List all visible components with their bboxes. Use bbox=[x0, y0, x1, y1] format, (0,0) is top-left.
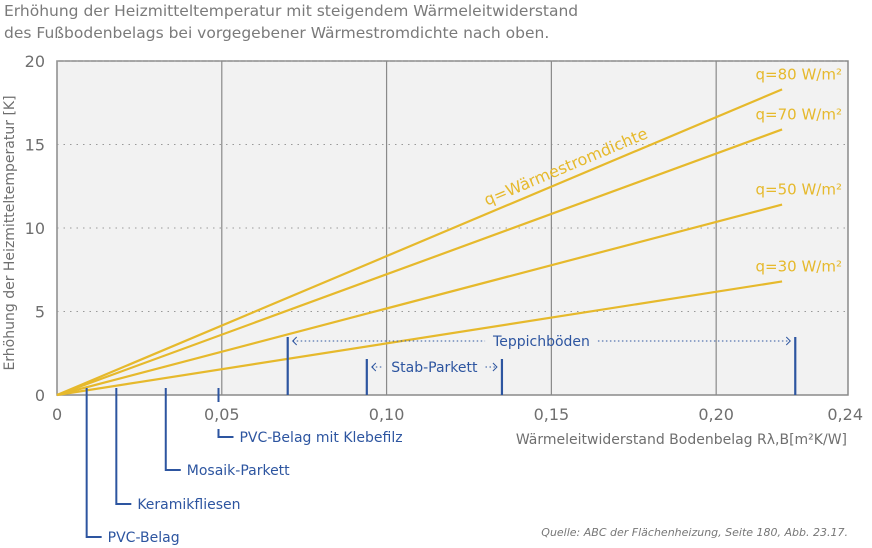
marker-label: Mosaik-Parkett bbox=[187, 463, 290, 479]
chart-title: Erhöhung der Heizmitteltemperatur mit st… bbox=[4, 0, 578, 44]
marker-label: Keramikfliesen bbox=[137, 497, 240, 513]
y-tick-label: 20 bbox=[25, 52, 45, 71]
series-label: q=70 W/m² bbox=[756, 105, 842, 123]
range-label: Teppichböden bbox=[492, 334, 590, 350]
arrowhead-right bbox=[785, 336, 791, 346]
series-label: q=50 W/m² bbox=[756, 181, 842, 199]
y-tick-label: 10 bbox=[25, 219, 45, 238]
marker-leader bbox=[217, 429, 234, 438]
range-label: Stab-Parkett bbox=[391, 360, 478, 376]
marker-leader bbox=[164, 388, 181, 471]
source-note: Quelle: ABC der Flächenheizung, Seite 18… bbox=[541, 526, 848, 539]
y-tick-label: 15 bbox=[25, 136, 45, 155]
series-line bbox=[56, 88, 783, 397]
y-tick-label: 0 bbox=[35, 386, 45, 405]
x-tick-label: 0,20 bbox=[698, 405, 734, 424]
marker-leader bbox=[115, 388, 132, 505]
marker-label: PVC-Belag mit Klebefilz bbox=[239, 430, 402, 446]
x-tick-label: 0,15 bbox=[534, 405, 570, 424]
x-tick-label: 0,24 bbox=[827, 405, 863, 424]
y-tick-label: 5 bbox=[35, 303, 45, 322]
series-line bbox=[56, 280, 783, 397]
title-line-1: Erhöhung der Heizmitteltemperatur mit st… bbox=[4, 2, 579, 20]
arrowhead-left bbox=[292, 336, 298, 346]
arrowhead-right bbox=[492, 362, 498, 372]
series-line bbox=[56, 203, 783, 397]
marker-leader bbox=[85, 388, 102, 538]
x-tick-label: 0 bbox=[52, 405, 62, 424]
title-line-2: des Fußbodenbelags bei vorgegebener Wärm… bbox=[4, 24, 550, 42]
arrowhead-left bbox=[371, 362, 377, 372]
y-axis-label: Erhöhung der Heizmitteltemperatur [K] bbox=[2, 95, 18, 370]
x-tick-label: 0,05 bbox=[204, 405, 240, 424]
series-label: q=80 W/m² bbox=[756, 65, 842, 83]
x-tick-label: 0,10 bbox=[369, 405, 405, 424]
x-axis-label: Wärmeleitwiderstand Bodenbelag Rλ,B[m²K/… bbox=[516, 432, 847, 448]
series-label: q=30 W/m² bbox=[756, 257, 842, 275]
series-line bbox=[56, 128, 783, 397]
marker-label: PVC-Belag bbox=[108, 530, 180, 546]
